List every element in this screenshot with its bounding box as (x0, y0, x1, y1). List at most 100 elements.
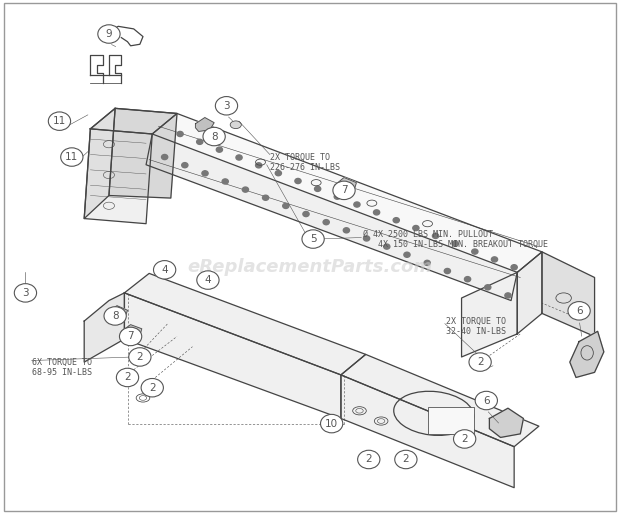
Polygon shape (153, 114, 542, 272)
Polygon shape (461, 272, 517, 357)
Circle shape (354, 202, 360, 207)
Circle shape (303, 211, 309, 216)
Circle shape (485, 285, 491, 290)
Text: 6X TORQUE TO
68-95 IN-LBS: 6X TORQUE TO 68-95 IN-LBS (32, 358, 92, 377)
Circle shape (475, 391, 497, 410)
Circle shape (242, 187, 249, 192)
Circle shape (373, 210, 379, 215)
Text: 11: 11 (53, 116, 66, 126)
Circle shape (141, 378, 164, 397)
Circle shape (321, 414, 343, 433)
Circle shape (568, 302, 590, 320)
Ellipse shape (21, 289, 30, 296)
Text: 7: 7 (127, 332, 134, 341)
Polygon shape (84, 293, 125, 362)
Polygon shape (122, 325, 142, 342)
Circle shape (511, 265, 517, 270)
Polygon shape (335, 177, 356, 196)
Polygon shape (108, 306, 128, 322)
Text: 9: 9 (105, 29, 112, 39)
Polygon shape (542, 252, 595, 337)
Text: 4: 4 (161, 265, 168, 275)
Circle shape (314, 186, 321, 191)
Text: 5: 5 (310, 234, 316, 244)
Polygon shape (84, 129, 153, 224)
Circle shape (295, 178, 301, 183)
Circle shape (323, 219, 329, 225)
Polygon shape (125, 273, 366, 375)
Text: eReplacementParts.com: eReplacementParts.com (187, 258, 433, 276)
FancyBboxPatch shape (428, 407, 474, 434)
Polygon shape (517, 252, 542, 334)
Polygon shape (84, 108, 115, 218)
Circle shape (343, 228, 350, 233)
Polygon shape (91, 108, 177, 134)
Circle shape (104, 307, 126, 325)
Text: 2: 2 (461, 434, 468, 444)
Circle shape (162, 155, 168, 160)
Polygon shape (341, 354, 539, 447)
Circle shape (283, 204, 289, 209)
Polygon shape (125, 293, 341, 418)
Text: 2: 2 (136, 352, 143, 362)
Text: 8: 8 (211, 132, 218, 141)
Circle shape (492, 257, 498, 262)
Circle shape (255, 163, 262, 168)
Circle shape (363, 236, 370, 241)
Circle shape (129, 348, 151, 366)
Circle shape (236, 155, 242, 160)
Circle shape (222, 179, 228, 184)
Circle shape (182, 162, 188, 168)
Circle shape (48, 112, 71, 131)
Text: 3: 3 (223, 101, 230, 111)
Circle shape (262, 195, 268, 200)
Text: 10: 10 (325, 418, 339, 429)
Circle shape (452, 241, 458, 246)
Circle shape (393, 217, 399, 223)
Circle shape (464, 277, 471, 282)
Polygon shape (146, 134, 517, 301)
Circle shape (14, 284, 37, 302)
Text: 2: 2 (149, 383, 156, 393)
Circle shape (413, 226, 419, 231)
Text: 2: 2 (365, 454, 372, 465)
Circle shape (117, 368, 139, 387)
Text: 4: 4 (205, 275, 211, 285)
Polygon shape (195, 118, 214, 132)
Text: 2X TORQUE TO
32-40 IN-LBS: 2X TORQUE TO 32-40 IN-LBS (446, 317, 506, 336)
Polygon shape (341, 375, 514, 488)
Text: 2: 2 (477, 357, 484, 367)
Polygon shape (489, 408, 523, 437)
Circle shape (395, 450, 417, 469)
Text: 8: 8 (112, 311, 118, 321)
Polygon shape (109, 108, 177, 198)
Circle shape (384, 244, 390, 249)
Text: 7: 7 (341, 186, 347, 195)
Circle shape (445, 268, 451, 273)
Text: 2: 2 (402, 454, 409, 465)
Circle shape (203, 127, 225, 146)
Circle shape (98, 25, 120, 43)
Circle shape (469, 353, 491, 371)
Circle shape (453, 430, 476, 448)
Text: 6: 6 (483, 396, 490, 406)
Circle shape (275, 171, 281, 176)
Circle shape (333, 181, 355, 199)
Circle shape (197, 271, 219, 289)
Circle shape (505, 293, 511, 298)
Circle shape (120, 327, 142, 346)
Text: 2X TORQUE TO
226-276 IN-LBS: 2X TORQUE TO 226-276 IN-LBS (270, 153, 340, 172)
Ellipse shape (230, 121, 241, 128)
Circle shape (432, 233, 438, 238)
Circle shape (302, 230, 324, 248)
Polygon shape (570, 332, 604, 377)
Circle shape (404, 252, 410, 258)
Circle shape (358, 450, 380, 469)
Circle shape (215, 97, 237, 115)
Text: 11: 11 (65, 152, 79, 162)
Text: 2: 2 (124, 373, 131, 382)
Circle shape (472, 249, 478, 254)
Text: 3: 3 (22, 288, 29, 298)
Circle shape (334, 194, 340, 199)
Circle shape (177, 132, 183, 137)
